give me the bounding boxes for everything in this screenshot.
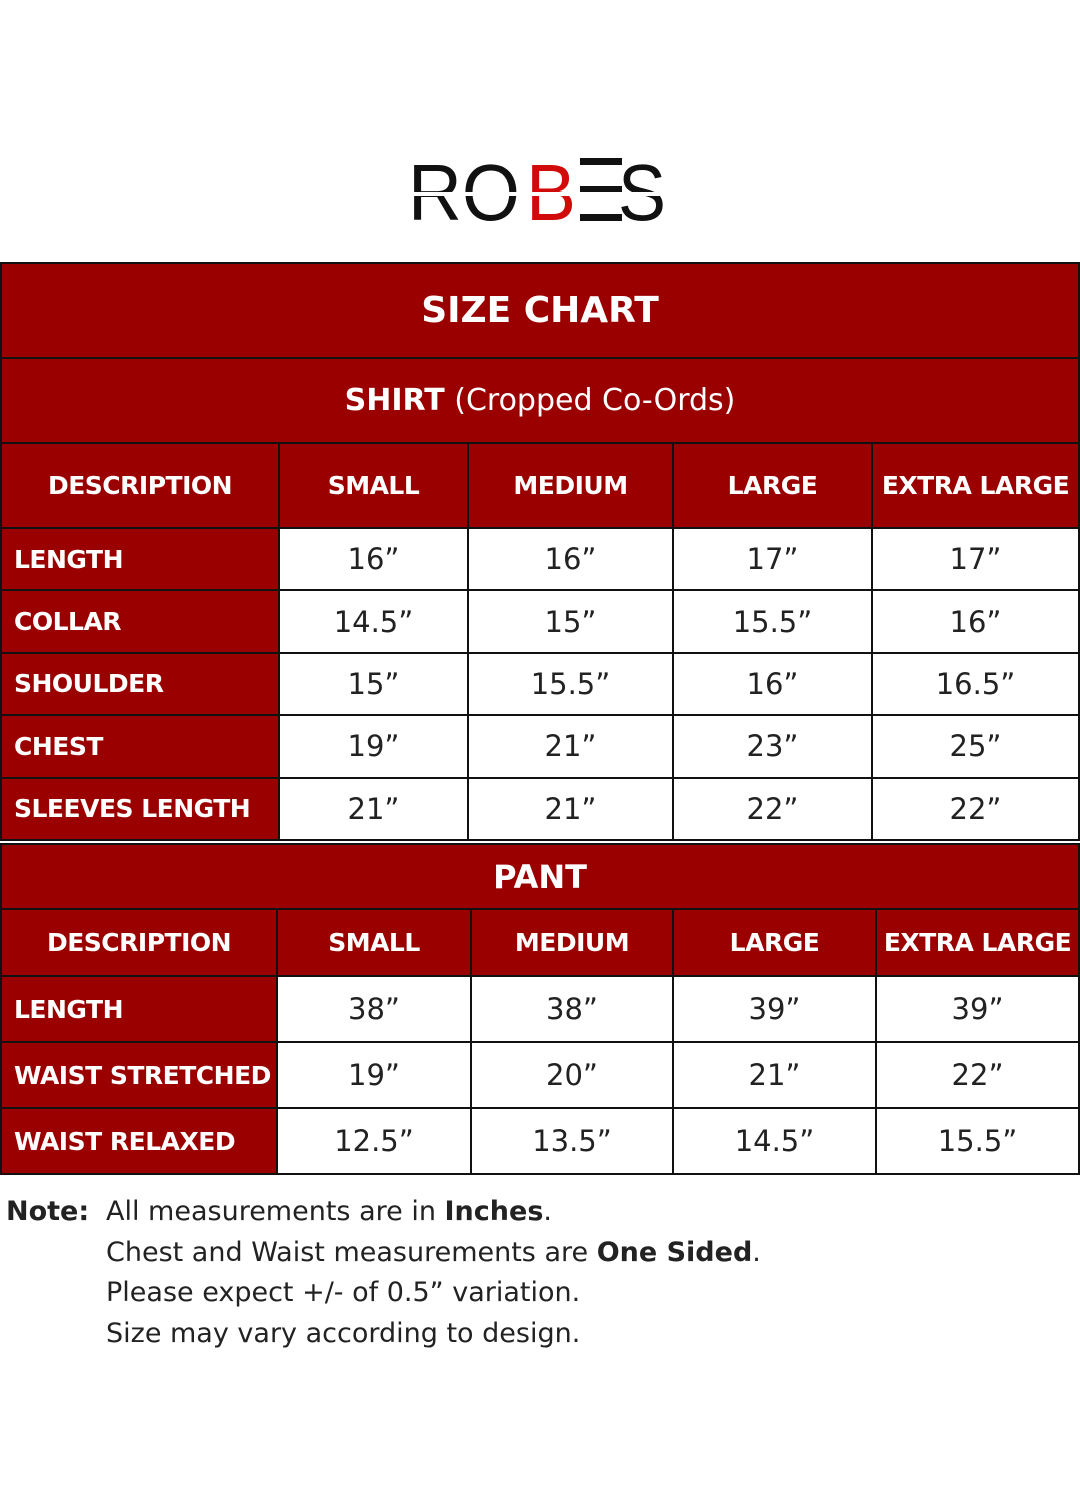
row-label: SHOULDER	[0, 651, 280, 717]
svg-text:S: S	[618, 152, 666, 228]
measurement-cell: 39”	[874, 975, 1080, 1043]
measurement-cell: 16.5”	[870, 651, 1080, 717]
measurement-cell: 38”	[470, 975, 674, 1043]
note-line-2: Chest and Waist measurements are One Sid…	[106, 1233, 761, 1274]
measurement-cell: 20”	[470, 1041, 674, 1109]
measurement-cell: 22”	[874, 1041, 1080, 1109]
table-row: SHOULDER 15” 15.5” 16” 16.5”	[0, 651, 1080, 717]
measurement-cell: 14.5”	[278, 589, 469, 654]
row-label: WAIST STRETCHED	[0, 1041, 278, 1109]
svg-text:RO: RO	[408, 152, 520, 228]
column-header: EXTRA LARGE	[870, 442, 1080, 529]
note-label: Note:	[6, 1196, 90, 1227]
measurement-cell: 14.5”	[672, 1107, 877, 1175]
table-row: LENGTH 38” 38” 39” 39”	[0, 975, 1080, 1043]
notes: Note: All measurements are in Inches. Ch…	[6, 1192, 761, 1354]
row-label: WAIST RELAXED	[0, 1107, 278, 1175]
pant-size-table: PANT DESCRIPTION SMALL MEDIUM LARGE EXTRA LA…	[0, 843, 1080, 1175]
note-line-1: All measurements are in Inches.	[106, 1192, 761, 1233]
measurement-cell: 19”	[276, 1041, 472, 1109]
column-header: LARGE	[672, 908, 877, 977]
column-header: LARGE	[672, 442, 873, 529]
measurement-cell: 17”	[672, 526, 873, 592]
size-chart-title: SIZE CHART	[0, 262, 1080, 359]
note-line-3: Please expect +/- of 0.5” variation.	[106, 1277, 581, 1308]
row-label: COLLAR	[0, 589, 280, 654]
measurement-cell: 21”	[467, 714, 674, 779]
measurement-cell: 22”	[870, 776, 1080, 841]
pant-header-row: DESCRIPTION SMALL MEDIUM LARGE EXTRA LARGE	[0, 908, 1080, 977]
shirt-subtitle-bold: SHIRT	[344, 383, 445, 418]
table-row: COLLAR 14.5” 15” 15.5” 16”	[0, 589, 1080, 654]
column-header: DESCRIPTION	[0, 908, 278, 977]
measurement-cell: 13.5”	[470, 1107, 674, 1175]
table-row: WAIST RELAXED 12.5” 13.5” 14.5” 15.5”	[0, 1107, 1080, 1175]
measurement-cell: 21”	[278, 776, 469, 841]
measurement-cell: 15”	[278, 651, 469, 717]
column-header: SMALL	[276, 908, 472, 977]
shirt-subtitle: SHIRT (Cropped Co-Ords)	[0, 357, 1080, 444]
note-bold: One Sided	[596, 1236, 753, 1268]
note-text: .	[543, 1196, 552, 1227]
table-row: LENGTH 16” 16” 17” 17”	[0, 526, 1080, 592]
measurement-cell: 25”	[870, 714, 1080, 779]
robes-logo: RO B S	[408, 152, 666, 228]
measurement-cell: 39”	[672, 975, 877, 1043]
measurement-cell: 21”	[467, 776, 674, 841]
measurement-cell: 15”	[467, 589, 674, 654]
measurement-cell: 19”	[278, 714, 469, 779]
measurement-cell: 15.5”	[672, 589, 873, 654]
measurement-cell: 38”	[276, 975, 472, 1043]
table-row: CHEST 19” 21” 23” 25”	[0, 714, 1080, 779]
measurement-cell: 15.5”	[467, 651, 674, 717]
note-text: .	[752, 1236, 761, 1268]
column-header: SMALL	[278, 442, 469, 529]
measurement-cell: 12.5”	[276, 1107, 472, 1175]
measurement-cell: 16”	[672, 651, 873, 717]
shirt-subtitle-rest: (Cropped Co-Ords)	[444, 383, 736, 418]
shirt-header-row: DESCRIPTION SMALL MEDIUM LARGE EXTRA LARGE	[0, 442, 1080, 529]
note-text: Chest and Waist measurements are	[106, 1236, 597, 1268]
note-text: All measurements are in	[106, 1196, 445, 1227]
measurement-cell: 21”	[672, 1041, 877, 1109]
measurement-cell: 16”	[278, 526, 469, 592]
column-header: MEDIUM	[470, 908, 674, 977]
column-header: MEDIUM	[467, 442, 674, 529]
table-row: SLEEVES LENGTH 21” 21” 22” 22”	[0, 776, 1080, 841]
row-label: CHEST	[0, 714, 280, 779]
row-label: LENGTH	[0, 975, 278, 1043]
row-label: LENGTH	[0, 526, 280, 592]
note-bold: Inches	[444, 1196, 544, 1227]
measurement-cell: 22”	[672, 776, 873, 841]
measurement-cell: 15.5”	[874, 1107, 1080, 1175]
measurement-cell: 23”	[672, 714, 873, 779]
table-row: WAIST STRETCHED 19” 20” 21” 22”	[0, 1041, 1080, 1109]
pant-title: PANT	[0, 843, 1080, 910]
measurement-cell: 17”	[870, 526, 1080, 592]
column-header: DESCRIPTION	[0, 442, 280, 529]
row-label: SLEEVES LENGTH	[0, 776, 280, 841]
shirt-size-table: SIZE CHART SHIRT (Cropped Co-Ords) DESCR…	[0, 262, 1080, 841]
svg-text:B: B	[526, 152, 576, 228]
measurement-cell: 16”	[870, 589, 1080, 654]
measurement-cell: 16”	[467, 526, 674, 592]
column-header: EXTRA LARGE	[874, 908, 1080, 977]
note-line-4: Size may vary according to design.	[106, 1317, 581, 1349]
